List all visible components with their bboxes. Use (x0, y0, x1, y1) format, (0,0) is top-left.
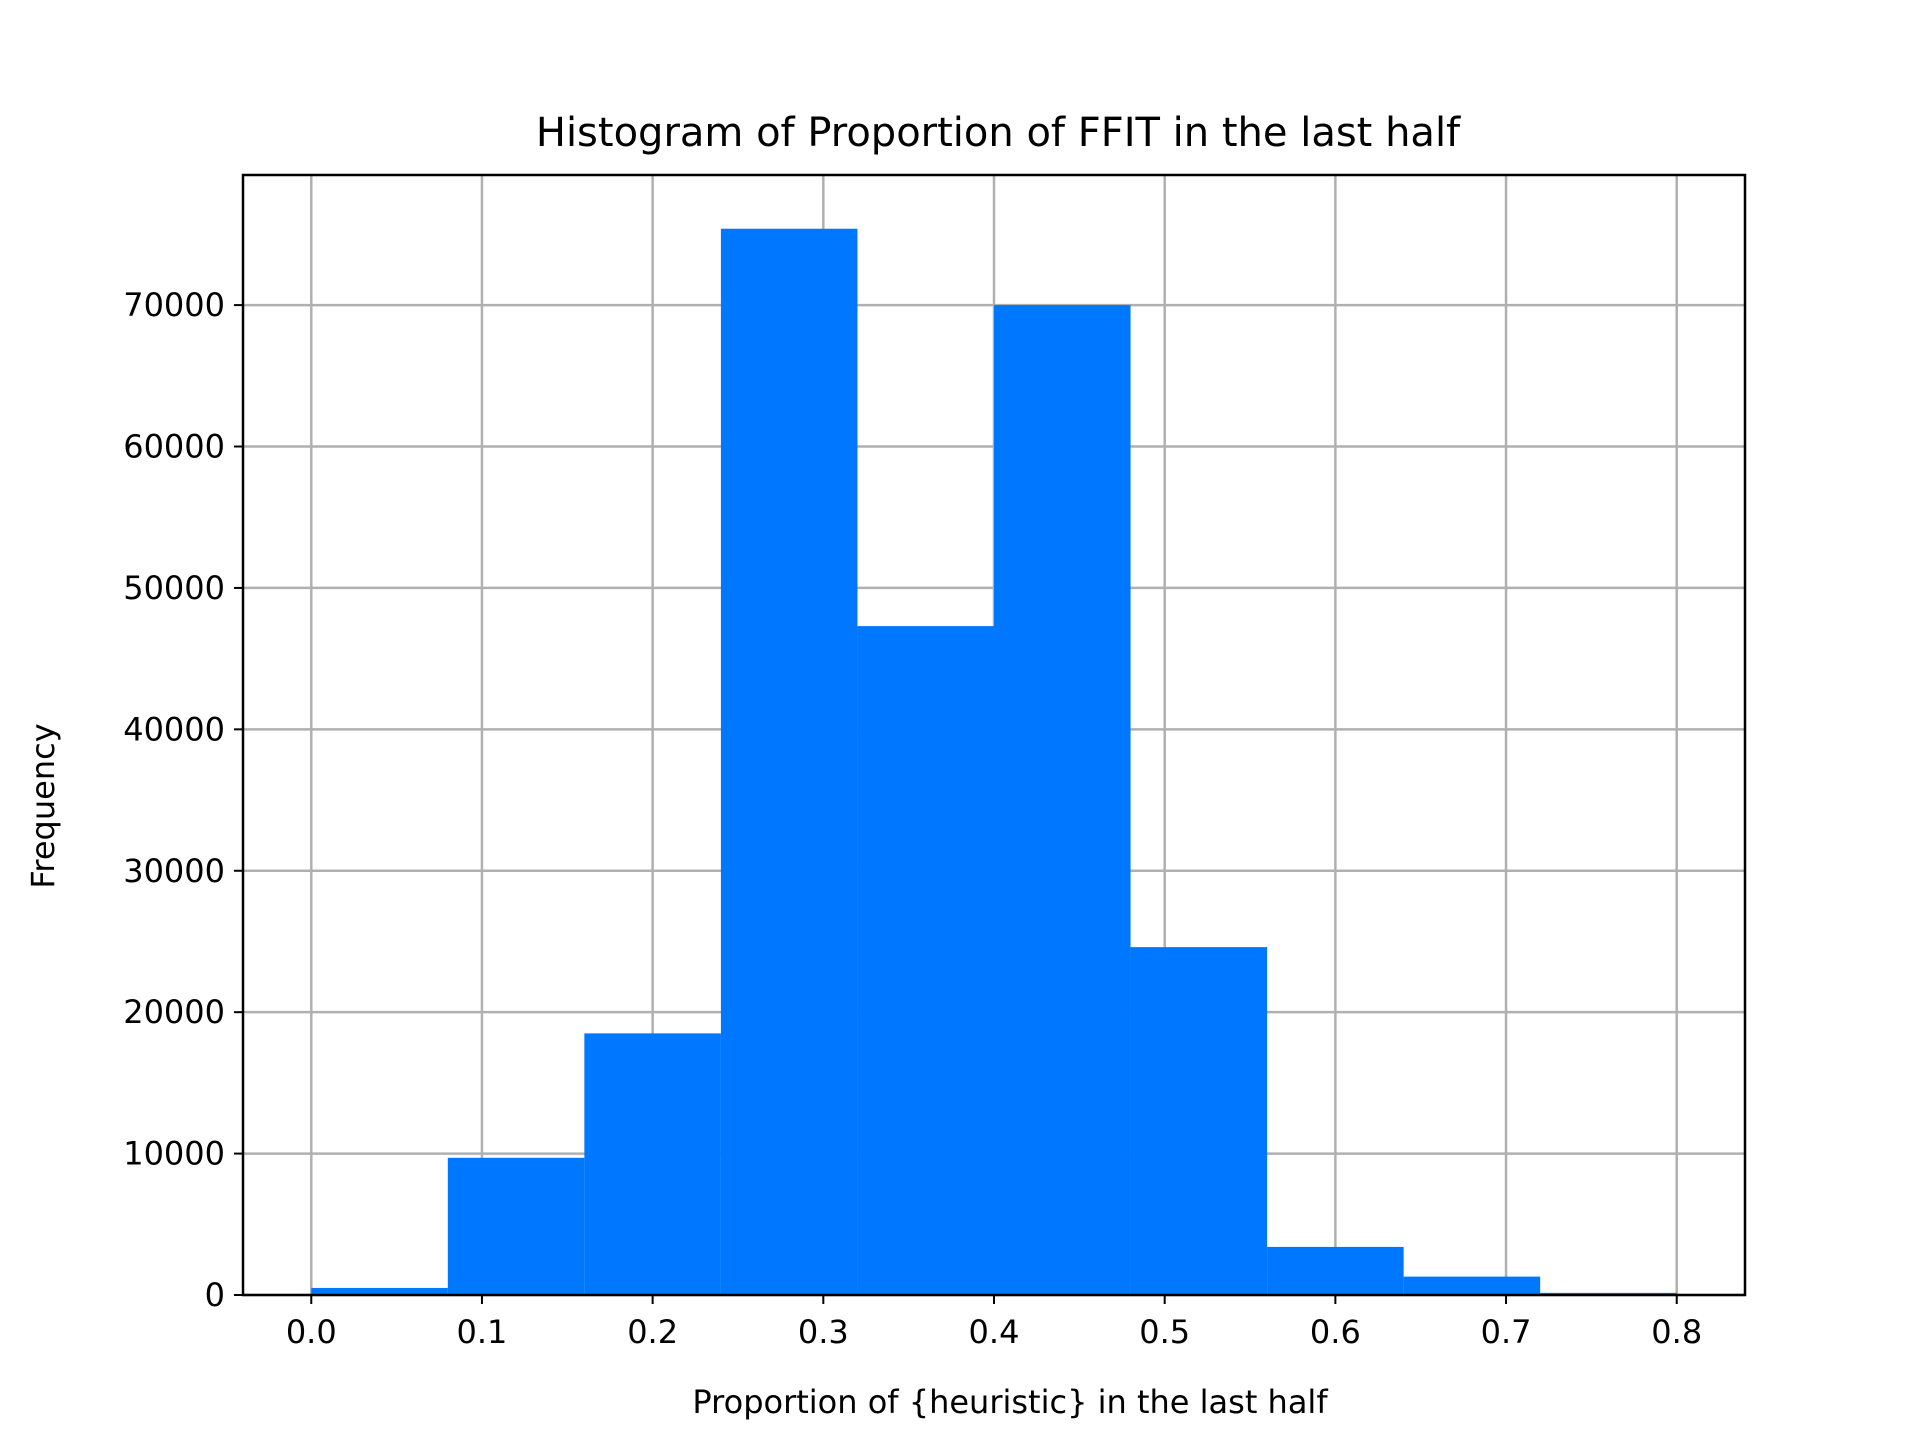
y-tick-label: 40000 (123, 710, 225, 748)
x-tick-label: 0.3 (798, 1313, 849, 1351)
x-tick-label: 0.5 (1139, 1313, 1190, 1351)
x-tick-label: 0.4 (969, 1313, 1020, 1351)
x-tick-label: 0.0 (286, 1313, 337, 1351)
y-tick-label: 70000 (123, 286, 225, 324)
histogram-bar (447, 1157, 585, 1295)
x-axis-label: Proportion of {heuristic} in the last ha… (692, 1383, 1328, 1421)
histogram-bar (1130, 947, 1268, 1295)
histogram-bars (311, 228, 1677, 1295)
y-tick-label: 60000 (123, 428, 225, 466)
y-axis-label: Frequency (24, 723, 62, 888)
histogram-bar (720, 228, 858, 1295)
y-tick-label: 20000 (123, 993, 225, 1031)
histogram-bar (311, 1287, 448, 1295)
histogram-bar (584, 1033, 721, 1295)
x-tick-label: 0.6 (1310, 1313, 1361, 1351)
histogram-bar (1267, 1246, 1404, 1295)
y-tick-label: 50000 (123, 569, 225, 607)
axis-ticks: 0.0 0.1 0.2 0.3 0.4 0.5 0.6 0.7 0.8 0 10000 20000 30… (123, 286, 1702, 1351)
histogram-bar (994, 305, 1131, 1295)
x-tick-label: 0.8 (1651, 1313, 1702, 1351)
histogram-bar (1403, 1276, 1541, 1295)
y-tick-label: 0 (205, 1276, 225, 1314)
y-tick-label: 10000 (123, 1135, 225, 1173)
histogram-bar (857, 626, 994, 1295)
x-tick-label: 0.1 (457, 1313, 508, 1351)
x-tick-label: 0.2 (627, 1313, 678, 1351)
y-tick-label: 30000 (123, 852, 225, 890)
chart-title: Histogram of Proportion of FFIT in the l… (536, 110, 1461, 156)
x-tick-label: 0.7 (1481, 1313, 1532, 1351)
